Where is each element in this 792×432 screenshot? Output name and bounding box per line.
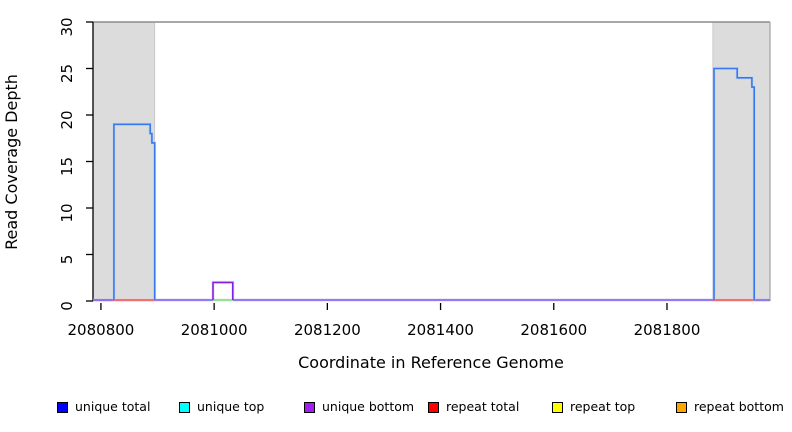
y-tick-label: 0	[58, 301, 76, 311]
x-tick-label: 2081800	[634, 321, 701, 339]
legend-swatch-repeat-bottom	[676, 401, 687, 413]
legend-label: unique total	[75, 399, 151, 414]
legend-item-repeat-bottom: repeat bottom	[676, 399, 784, 415]
legend-swatch-repeat-total	[428, 401, 439, 413]
y-tick-label: 15	[58, 157, 76, 176]
y-tick-label: 5	[58, 255, 76, 265]
legend-swatch-unique-bottom	[304, 401, 315, 413]
y-tick-label: 20	[58, 110, 76, 129]
shaded-region-right	[712, 21, 771, 302]
legend-item-unique-bottom: unique bottom	[304, 399, 414, 415]
legend-item-repeat-top: repeat top	[552, 399, 635, 415]
coverage-line-unique-total	[713, 67, 756, 300]
legend-item-repeat-total: repeat total	[428, 399, 519, 415]
coverage-line-unique-total	[113, 123, 156, 300]
x-tick-label: 2081600	[520, 321, 587, 339]
x-tick-label: 2081200	[294, 321, 361, 339]
legend-label: repeat bottom	[694, 399, 784, 414]
legend-item-unique-top: unique top	[179, 399, 264, 415]
legend-label: unique top	[197, 399, 265, 414]
y-tick-label: 30	[58, 17, 76, 36]
y-tick-label: 10	[58, 203, 76, 222]
y-tick-label: 25	[58, 64, 76, 83]
x-tick-label: 2080800	[68, 321, 135, 339]
chart-canvas: 0 5 10 15 20 25 30 2080800 2081000 2081200 2081400…	[2, 17, 771, 372]
legend-item-unique-total: unique total	[57, 399, 150, 415]
coverage-line-unique-bottom	[212, 281, 234, 300]
x-tick-label: 2081000	[181, 321, 248, 339]
y-axis-title: Read Coverage Depth	[2, 74, 21, 250]
legend: unique total unique top unique bottom repea…	[0, 399, 792, 421]
legend-swatch-repeat-top	[552, 401, 563, 413]
legend-label: repeat total	[446, 399, 520, 414]
shaded-region-left	[92, 21, 156, 302]
legend-label: repeat top	[570, 399, 636, 414]
legend-swatch-unique-top	[179, 401, 190, 413]
coverage-line-halo-unique-bottom	[211, 280, 235, 300]
legend-label: unique bottom	[322, 399, 415, 414]
legend-swatch-unique-total	[57, 401, 68, 413]
x-tick-label: 2081400	[407, 321, 474, 339]
x-axis-title: Coordinate in Reference Genome	[298, 353, 564, 372]
